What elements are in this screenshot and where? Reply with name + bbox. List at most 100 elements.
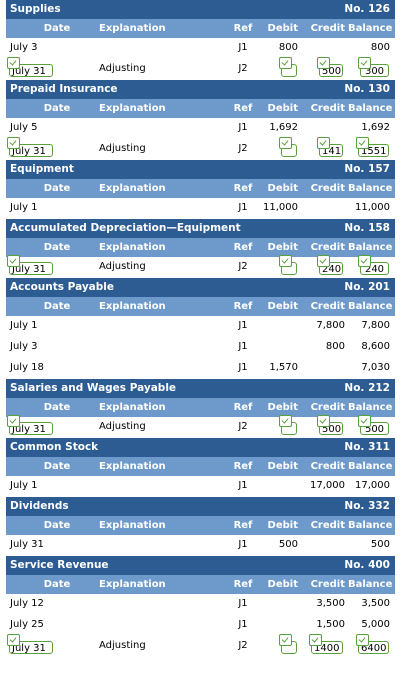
- account-number: No. 158: [344, 222, 390, 234]
- date-input[interactable]: July 31: [7, 634, 53, 654]
- credit-cell: 17,000: [310, 480, 345, 491]
- debit-cell: 500: [278, 539, 298, 550]
- ref-cell: J1: [238, 480, 248, 491]
- ledger-row: July 31 Adjusting J2 240 240: [6, 255, 395, 278]
- date-value: July 31: [12, 146, 46, 157]
- ledger-row: July 18 J1 1,570 7,030: [6, 358, 395, 379]
- explanation-cell: Adjusting: [99, 63, 146, 74]
- header-debit: Debit: [267, 520, 298, 531]
- check-icon: [356, 634, 369, 646]
- header-explanation: Explanation: [99, 301, 166, 312]
- account-title-row: Dividends No. 332: [6, 497, 395, 516]
- account-name: Supplies: [10, 3, 61, 15]
- debit-input[interactable]: [279, 634, 297, 654]
- ledger-row: July 1 J1 11,000 11,000: [6, 198, 395, 219]
- credit-cell: 3,500: [316, 598, 345, 609]
- ledger-row: July 31 Adjusting J2 500 500: [6, 415, 395, 438]
- account-title-row: Accounts Payable No. 201: [6, 278, 395, 297]
- debit-cell: 800: [278, 42, 298, 53]
- debit-input[interactable]: [279, 137, 297, 157]
- balance-cell: 5,000: [361, 619, 390, 630]
- header-debit: Debit: [267, 579, 298, 590]
- balance-value: 6400: [361, 643, 387, 654]
- header-explanation: Explanation: [99, 23, 166, 34]
- date-input[interactable]: July 31: [7, 255, 53, 275]
- account-number: No. 311: [344, 441, 390, 453]
- explanation-cell: Adjusting: [99, 261, 146, 272]
- credit-value: 500: [322, 424, 342, 435]
- credit-input[interactable]: 141: [317, 137, 343, 157]
- date-cell: July 3: [10, 341, 38, 352]
- check-icon: [279, 415, 292, 427]
- header-date: Date: [43, 23, 71, 34]
- header-credit: Credit: [310, 461, 345, 472]
- date-input[interactable]: July 31: [7, 137, 53, 157]
- balance-input[interactable]: 300: [358, 57, 389, 77]
- header-ref: Ref: [233, 23, 253, 34]
- account-name: Salaries and Wages Payable: [10, 382, 177, 394]
- credit-value: 1400: [314, 643, 340, 654]
- ref-cell: J1: [238, 320, 248, 331]
- balance-cell: 800: [370, 42, 390, 53]
- debit-input[interactable]: [279, 255, 297, 275]
- account-title-row: Equipment No. 157: [6, 160, 395, 179]
- debit-input[interactable]: [279, 415, 297, 435]
- credit-input[interactable]: 1400: [309, 634, 343, 654]
- header-explanation: Explanation: [99, 579, 166, 590]
- check-icon: [317, 255, 330, 267]
- balance-input[interactable]: 500: [358, 415, 389, 435]
- check-icon: [279, 57, 292, 69]
- ref-cell: J1: [238, 362, 248, 373]
- date-input[interactable]: July 31: [7, 415, 53, 435]
- header-explanation: Explanation: [99, 520, 166, 531]
- account-title-row: Salaries and Wages Payable No. 212: [6, 379, 395, 398]
- ref-cell: J1: [238, 341, 248, 352]
- balance-cell: 7,800: [361, 320, 390, 331]
- ref-cell: J1: [238, 202, 248, 213]
- header-ref: Ref: [233, 520, 253, 531]
- column-header-row: Date Explanation Ref Debit Credit Balance: [6, 238, 395, 257]
- header-date: Date: [43, 461, 71, 472]
- check-icon: [279, 137, 292, 149]
- ledger-row: July 3 J1 800 8,600: [6, 337, 395, 358]
- account-number: No. 126: [344, 3, 390, 15]
- ledger-row: July 31 Adjusting J2 500 300: [6, 57, 395, 80]
- balance-input[interactable]: 6400: [356, 634, 389, 654]
- balance-input[interactable]: 1551: [356, 137, 389, 157]
- header-credit: Credit: [310, 301, 345, 312]
- header-balance: Balance: [348, 242, 393, 253]
- credit-cell: 7,800: [316, 320, 345, 331]
- header-credit: Credit: [310, 242, 345, 253]
- ref-cell: J2: [238, 261, 248, 272]
- ledger-row: July 31 Adjusting J2 1400 6400: [6, 634, 395, 657]
- account-title-row: Service Revenue No. 400: [6, 556, 395, 575]
- date-input[interactable]: July 31: [7, 57, 53, 77]
- credit-input[interactable]: 500: [317, 57, 343, 77]
- check-icon: [356, 137, 369, 149]
- balance-input[interactable]: 240: [358, 255, 389, 275]
- header-debit: Debit: [267, 301, 298, 312]
- ledger-row: July 25 J1 1,500 5,000: [6, 615, 395, 636]
- check-icon: [358, 415, 371, 427]
- ledger-row: July 12 J1 3,500 3,500: [6, 594, 395, 615]
- credit-input[interactable]: 500: [317, 415, 343, 435]
- account-name: Common Stock: [10, 441, 99, 453]
- credit-value: 240: [322, 264, 342, 275]
- debit-input[interactable]: [279, 57, 297, 77]
- column-header-row: Date Explanation Ref Debit Credit Balance: [6, 99, 395, 118]
- date-value: July 31: [12, 643, 46, 654]
- account-number: No. 332: [344, 500, 390, 512]
- ledger: Supplies No. 126 Date Explanation Ref Debit Cr…: [6, 0, 395, 657]
- account-2: Equipment No. 157 Date Explanation Ref Debit C…: [6, 160, 395, 219]
- header-date: Date: [43, 579, 71, 590]
- credit-input[interactable]: 240: [317, 255, 343, 275]
- check-icon: [358, 255, 371, 267]
- account-number: No. 157: [344, 163, 390, 175]
- check-icon: [317, 57, 330, 69]
- date-cell: July 3: [10, 42, 38, 53]
- ref-cell: J1: [238, 539, 248, 550]
- account-number: No. 201: [344, 281, 390, 293]
- balance-cell: 11,000: [355, 202, 390, 213]
- account-name: Prepaid Insurance: [10, 83, 118, 95]
- column-header-row: Date Explanation Ref Debit Credit Balance: [6, 457, 395, 476]
